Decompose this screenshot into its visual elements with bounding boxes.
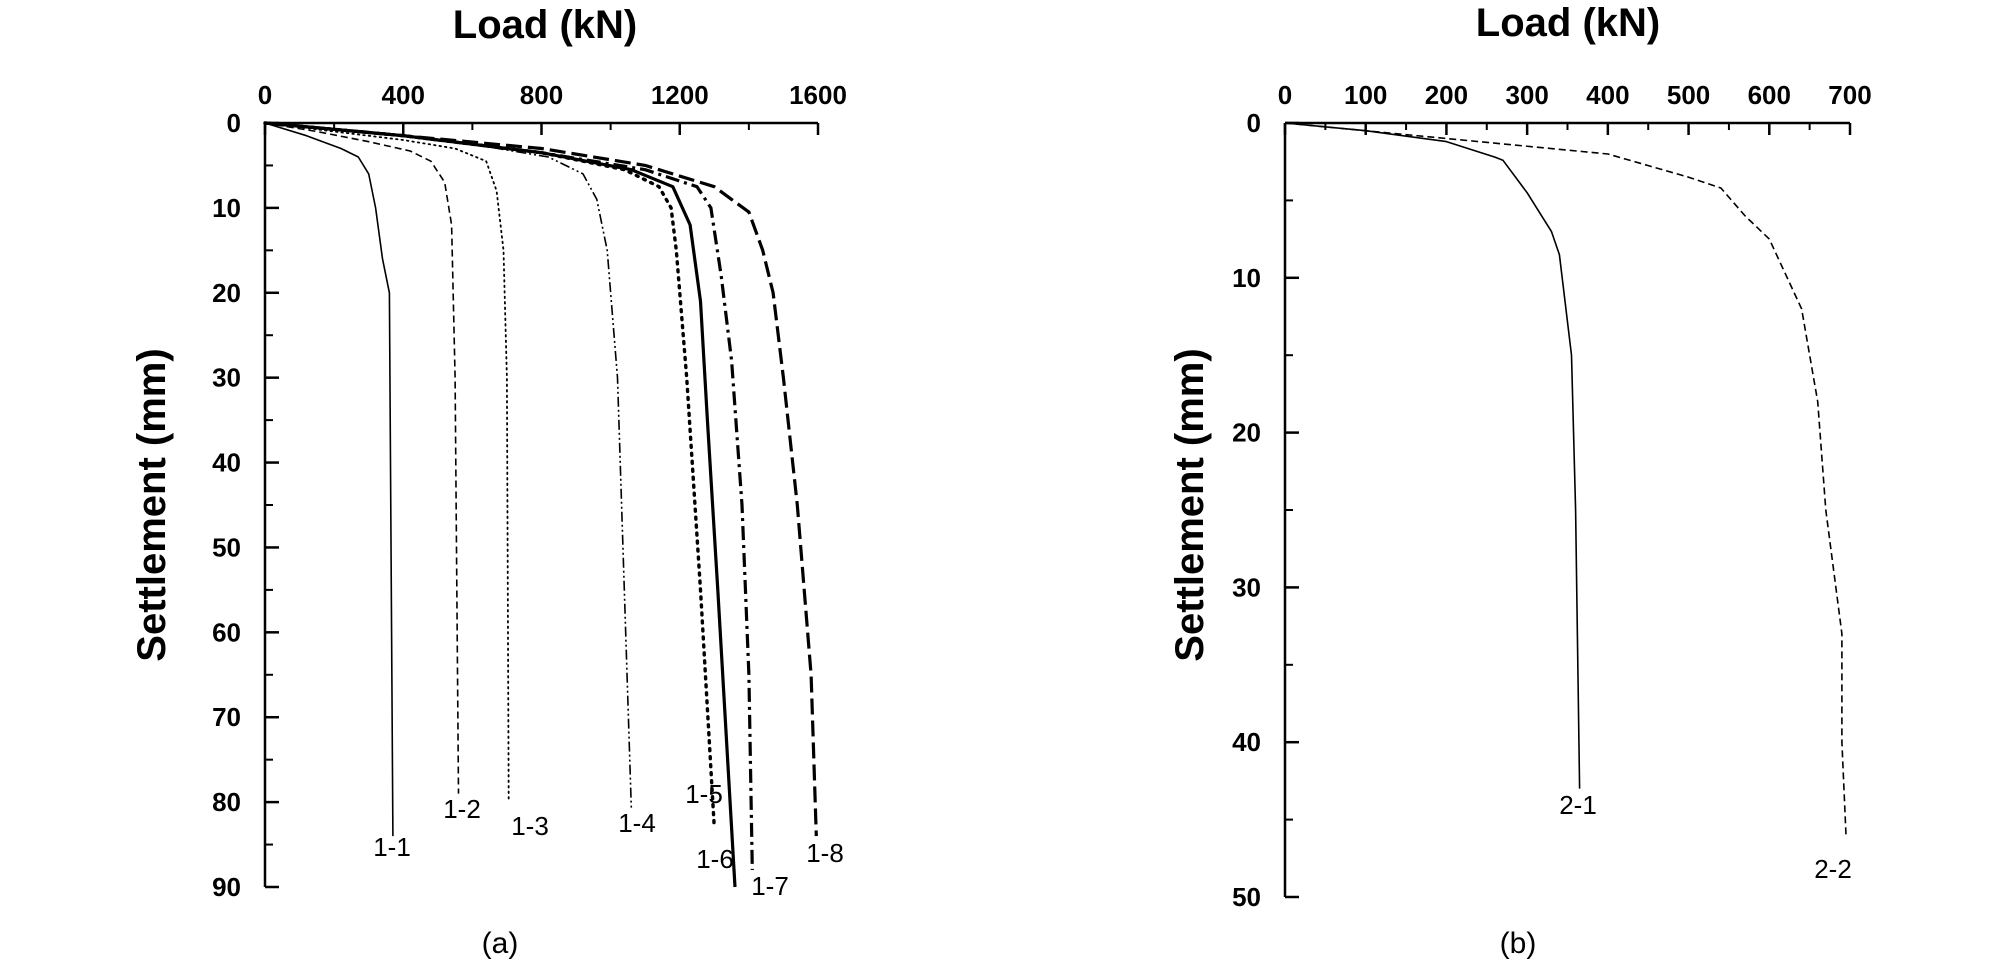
y-axis-title: Settlement (mm) — [130, 348, 174, 661]
series-line-1-8 — [264, 121, 818, 837]
series-line-1-7 — [264, 121, 754, 871]
x-tick-label: 400 — [382, 80, 425, 110]
series-label-1-8: 1-8 — [806, 838, 844, 868]
x-tick-label: 0 — [1278, 80, 1292, 110]
x-tick-label: 0 — [258, 80, 272, 110]
y-tick-label: 70 — [212, 702, 241, 732]
y-tick-label: 20 — [1232, 418, 1261, 448]
panel-label: (b) — [1500, 927, 1537, 960]
x-axis-title: Load (kN) — [453, 3, 637, 47]
x-tick-label: 600 — [1748, 80, 1791, 110]
y-tick-label: 20 — [212, 278, 241, 308]
y-tick-label: 30 — [212, 363, 241, 393]
series-label-1-7: 1-7 — [751, 871, 789, 901]
x-tick-label: 1600 — [789, 80, 847, 110]
series-line-1-6 — [264, 121, 737, 888]
x-tick-label: 500 — [1667, 80, 1710, 110]
series-label-1-5: 1-5 — [685, 779, 723, 809]
panel-b-chart: 0 100 200 300 400 500 600 700 0 10 20 30 40 50 Load (k… — [1168, 1, 1872, 960]
series-line-2-1 — [1284, 122, 1581, 789]
x-tick-label: 1200 — [651, 80, 709, 110]
y-tick-label: 10 — [212, 193, 241, 223]
x-tick-label: 100 — [1344, 80, 1387, 110]
y-tick-label: 0 — [227, 108, 241, 138]
series-line-1-4 — [264, 122, 633, 811]
panel-label: (a) — [482, 927, 519, 960]
y-axis-title: Settlement (mm) — [1168, 348, 1212, 661]
y-tick-label: 60 — [212, 617, 241, 647]
x-tick-label: 800 — [520, 80, 563, 110]
y-tick-label: 40 — [1232, 727, 1261, 757]
series-line-1-1 — [264, 122, 394, 837]
y-tick-label: 50 — [212, 532, 241, 562]
series-line-1-2 — [264, 122, 460, 794]
series-line-2-2 — [1284, 122, 1847, 836]
y-tick-label: 10 — [1232, 263, 1261, 293]
y-tick-label: 90 — [212, 872, 241, 902]
x-tick-label: 400 — [1586, 80, 1629, 110]
series-line-1-3 — [264, 122, 510, 803]
panel-a-chart: 0 400 800 1200 1600 0 10 20 30 40 50 60 70 80 90 Load (… — [130, 3, 847, 960]
x-axis-title: Load (kN) — [1476, 1, 1660, 45]
series-label-2-1: 2-1 — [1559, 790, 1597, 820]
series-label-1-2: 1-2 — [443, 794, 481, 824]
x-tick-label: 300 — [1505, 80, 1548, 110]
series-label-1-3: 1-3 — [511, 811, 549, 841]
series-label-1-6: 1-6 — [696, 844, 734, 874]
y-tick-label: 80 — [212, 787, 241, 817]
y-tick-label: 0 — [1247, 108, 1261, 138]
x-tick-label: 700 — [1828, 80, 1871, 110]
y-tick-label: 50 — [1232, 882, 1261, 912]
y-tick-label: 30 — [1232, 572, 1261, 602]
series-label-1-1: 1-1 — [373, 832, 411, 862]
x-tick-label: 200 — [1425, 80, 1468, 110]
series-label-1-4: 1-4 — [618, 808, 656, 838]
series-label-2-2: 2-2 — [1814, 854, 1852, 884]
series-line-1-5 — [263, 121, 716, 830]
y-tick-label: 40 — [212, 448, 241, 478]
